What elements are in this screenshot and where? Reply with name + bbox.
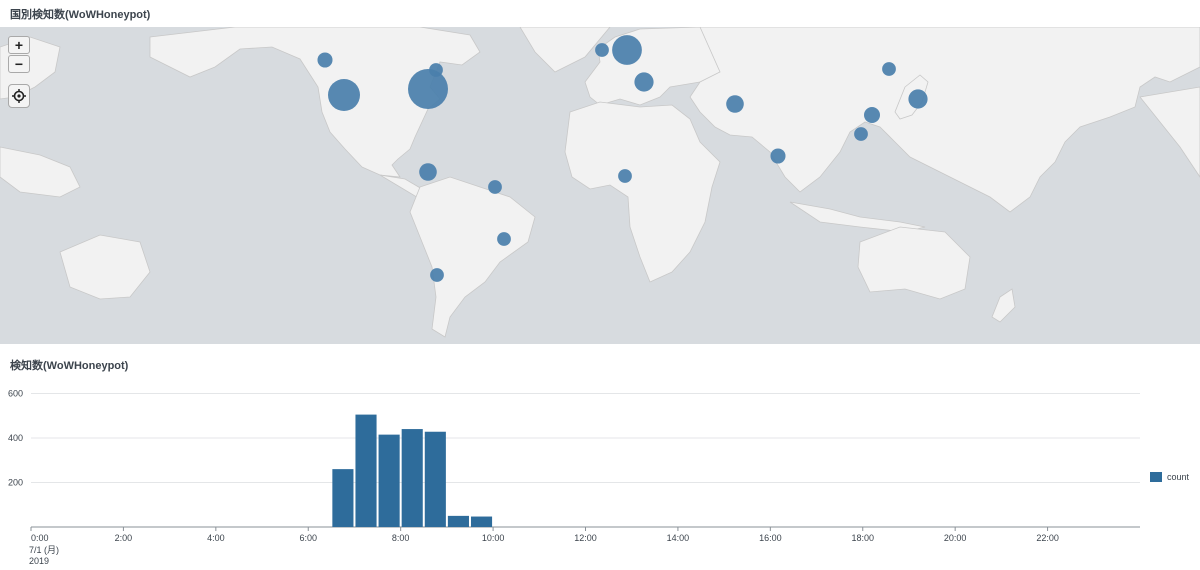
x-tick-sublabel: 7/1 (月) bbox=[29, 545, 59, 555]
map-panel-title: 国別検知数(WoWHoneypot) bbox=[10, 9, 151, 21]
marker-east-europe[interactable] bbox=[634, 72, 654, 92]
recenter-button[interactable] bbox=[8, 84, 30, 108]
marker-west-africa[interactable] bbox=[618, 169, 632, 183]
x-tick-label: 2:00 bbox=[115, 533, 133, 543]
marker-pacific-northwest[interactable] bbox=[317, 52, 333, 68]
chart-panel-title: 検知数(WoWHoneypot) bbox=[10, 360, 129, 372]
marker-europe-central[interactable] bbox=[612, 35, 642, 65]
x-tick-label: 16:00 bbox=[759, 533, 782, 543]
x-tick-label: 8:00 bbox=[392, 533, 410, 543]
marker-india-south[interactable] bbox=[770, 148, 786, 164]
bar bbox=[470, 516, 493, 527]
south-america bbox=[409, 176, 536, 338]
australia bbox=[857, 226, 971, 300]
marker-iran[interactable] bbox=[726, 95, 744, 113]
y-tick-label: 400 bbox=[8, 433, 23, 443]
x-tick-label: 6:00 bbox=[299, 533, 317, 543]
world-map-canvas[interactable] bbox=[0, 27, 1200, 344]
marker-china-south[interactable] bbox=[854, 127, 868, 141]
zoom-in-button[interactable]: + bbox=[8, 36, 30, 54]
zoom-out-button[interactable]: − bbox=[8, 55, 30, 73]
marker-canada-east[interactable] bbox=[429, 63, 443, 77]
country-markers bbox=[317, 35, 928, 282]
x-tick-label: 22:00 bbox=[1036, 533, 1059, 543]
bar bbox=[378, 434, 400, 527]
marker-brazil-north[interactable] bbox=[488, 180, 502, 194]
x-tick-label: 14:00 bbox=[667, 533, 690, 543]
new-zealand bbox=[991, 288, 1016, 323]
x-tick-label: 10:00 bbox=[482, 533, 505, 543]
y-tick-label: 200 bbox=[8, 477, 23, 487]
histogram-svg: 200 400 600 0:00 2:00 4:00 6:00 8:00 10:00 12:00 1… bbox=[8, 388, 1140, 566]
australia-wrap bbox=[59, 234, 151, 300]
indonesia bbox=[789, 201, 926, 233]
marker-china-east[interactable] bbox=[864, 107, 880, 123]
y-tick-label: 600 bbox=[8, 388, 23, 398]
x-tick-sublabel: 2019 bbox=[29, 556, 49, 566]
bar bbox=[424, 431, 446, 527]
marker-central-america[interactable] bbox=[419, 163, 437, 181]
histogram-chart: 200 400 600 0:00 2:00 4:00 6:00 8:00 10:00 12:00 1… bbox=[0, 376, 1200, 570]
bar bbox=[332, 469, 354, 527]
chart-legend[interactable]: count bbox=[1150, 472, 1189, 482]
x-tick-label: 4:00 bbox=[207, 533, 225, 543]
bar bbox=[401, 429, 423, 527]
legend-label: count bbox=[1167, 472, 1190, 482]
marker-north-america-east[interactable] bbox=[408, 69, 448, 109]
se-asia-wrap bbox=[0, 146, 81, 198]
x-tick-label: 18:00 bbox=[851, 533, 874, 543]
north-america bbox=[149, 27, 481, 178]
marker-chile[interactable] bbox=[430, 268, 444, 282]
greenland bbox=[519, 27, 611, 73]
bar bbox=[447, 515, 469, 527]
x-tick-label: 0:00 bbox=[31, 533, 49, 543]
bar bbox=[355, 414, 377, 527]
africa bbox=[564, 101, 721, 283]
x-tick-label: 20:00 bbox=[944, 533, 967, 543]
marker-korea[interactable] bbox=[882, 62, 896, 76]
marker-brazil-south[interactable] bbox=[497, 232, 511, 246]
crosshair-icon bbox=[12, 89, 26, 103]
marker-uk[interactable] bbox=[595, 43, 609, 57]
marker-japan[interactable] bbox=[908, 89, 928, 109]
world-map[interactable]: + − bbox=[0, 27, 1200, 344]
x-tick-label: 12:00 bbox=[574, 533, 597, 543]
asia bbox=[689, 27, 1200, 213]
antarctic-right bbox=[1139, 86, 1200, 178]
legend-swatch bbox=[1150, 472, 1162, 482]
marker-north-america-west[interactable] bbox=[328, 79, 360, 111]
